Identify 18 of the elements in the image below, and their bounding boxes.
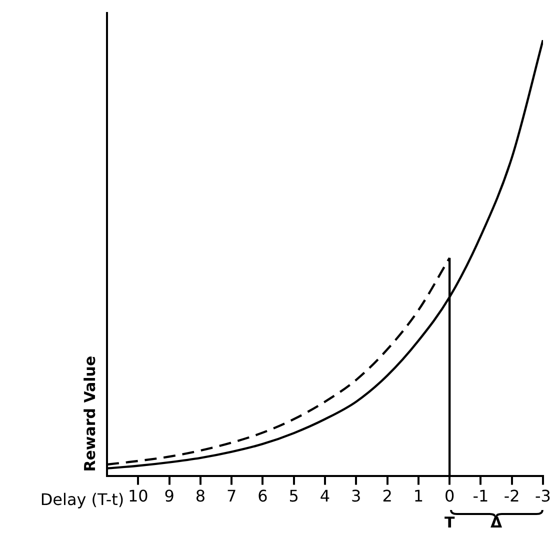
x-tick-label: 2: [382, 486, 392, 506]
x-tick-label: 5: [288, 486, 299, 506]
x-tick-label: 1: [413, 486, 424, 506]
x-tick-label: 10: [128, 486, 148, 506]
x-tick-label: -2: [504, 486, 520, 506]
x-tick-label: 4: [320, 486, 330, 506]
x-tick-label: 0: [444, 486, 455, 506]
text: T: [444, 514, 456, 532]
x-tick-label: -1: [472, 486, 489, 506]
x-tick-label: 8: [195, 486, 206, 506]
x-tick-label: 6: [258, 486, 268, 506]
text: Δ: [490, 514, 502, 532]
x-tick-label: 9: [164, 486, 174, 506]
x-tick-label: 7: [226, 486, 237, 506]
x-axis-title: Delay (T-t): [40, 490, 124, 509]
x-tick-label: -3: [535, 486, 551, 506]
x-tick-label: 3: [351, 486, 362, 506]
y-axis-title: Reward Value: [80, 356, 99, 472]
